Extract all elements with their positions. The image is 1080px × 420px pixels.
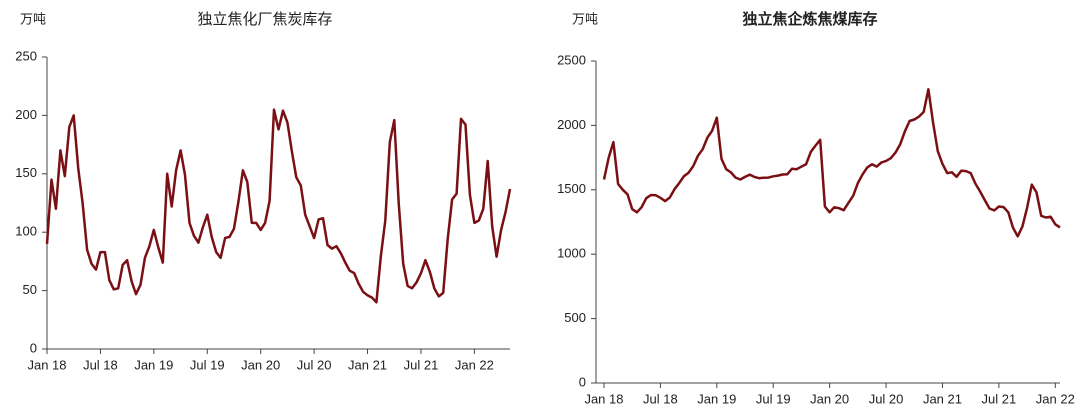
x-tick-label: Jul 21 [404, 357, 439, 372]
data-line [602, 88, 1061, 238]
x-tick-label: Jul 20 [869, 391, 904, 406]
y-axis-label: 万吨 [20, 11, 46, 26]
y-axis-label: 万吨 [572, 11, 598, 26]
x-tick-label: Jan 19 [697, 391, 736, 406]
data-line [45, 108, 512, 304]
y-tick-label: 2500 [557, 52, 586, 67]
x-tick-label: Jul 19 [190, 357, 225, 372]
y-tick-label: 100 [15, 224, 37, 239]
x-tick-label: Jul 18 [83, 357, 118, 372]
x-tick-label: Jul 21 [982, 391, 1017, 406]
x-tick-label: Jul 19 [756, 391, 791, 406]
x-tick-label: Jan 20 [810, 391, 849, 406]
x-tick-label: Jan 22 [455, 357, 494, 372]
y-tick-label: 0 [579, 374, 586, 389]
x-tick-label: Jan 21 [348, 357, 387, 372]
x-tick-label: Jan 22 [1036, 391, 1075, 406]
y-tick-label: 150 [15, 165, 37, 180]
x-tick-label: Jul 18 [643, 391, 678, 406]
y-tick-label: 0 [30, 340, 37, 355]
x-tick-label: Jan 18 [27, 357, 66, 372]
y-tick-label: 50 [23, 282, 37, 297]
y-tick-label: 1000 [557, 246, 586, 261]
y-tick-label: 250 [15, 48, 37, 63]
chart-title: 独立焦化厂焦炭库存 [197, 11, 332, 28]
x-tick-label: Jan 21 [923, 391, 962, 406]
x-tick-label: Jan 18 [584, 391, 623, 406]
x-tick-label: Jan 19 [134, 357, 173, 372]
y-tick-label: 1500 [557, 181, 586, 196]
y-tick-label: 200 [15, 107, 37, 122]
chart-title: 独立焦企炼焦煤库存 [742, 10, 877, 28]
y-tick-label: 2000 [557, 117, 586, 132]
x-tick-label: Jan 20 [241, 357, 280, 372]
x-tick-label: Jul 20 [297, 357, 332, 372]
y-tick-label: 500 [564, 310, 586, 325]
